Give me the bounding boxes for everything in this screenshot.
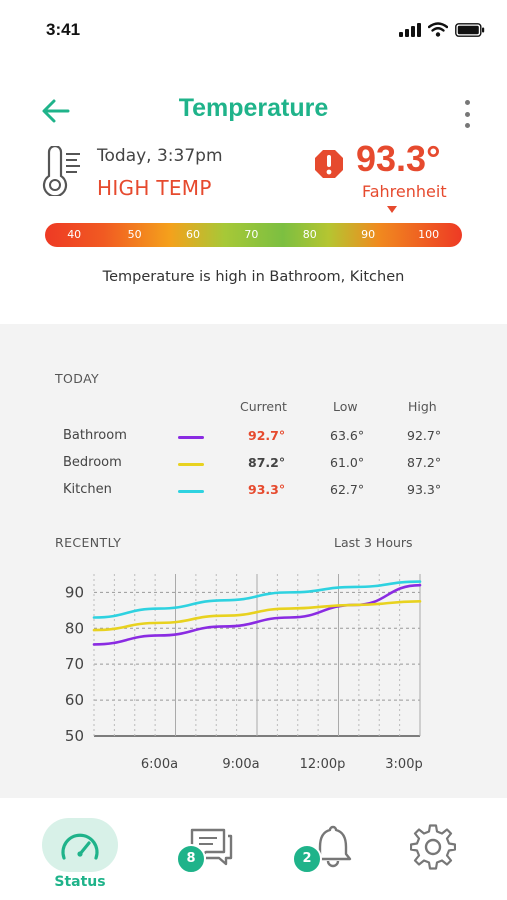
current-temperature: 93.3°: [356, 138, 441, 179]
scale-tick: 50: [127, 228, 142, 241]
temperature-line-chart: 50 60 70 80 90 6:00a 9:00a 12:00p 3:00p: [65, 574, 423, 772]
current-cell: 92.7°: [248, 428, 286, 443]
battery-icon: [455, 22, 485, 37]
scale-tick: 40: [67, 228, 82, 241]
recently-heading: RECENTLY: [55, 535, 122, 550]
scale-tick: 80: [302, 228, 317, 241]
thermometer-icon: [42, 146, 80, 196]
today-heading: TODAY: [55, 371, 100, 386]
y-tick-label: 90: [65, 583, 84, 601]
temperature-unit: Fahrenheit: [362, 182, 447, 201]
room-name: Bedroom: [63, 455, 122, 470]
nav-status-button[interactable]: [42, 818, 118, 872]
alert-icon: [315, 150, 343, 178]
details-panel: [0, 324, 507, 798]
column-header-current: Current: [240, 399, 287, 414]
y-tick-label: 80: [65, 619, 84, 637]
x-tick-label: 9:00a: [222, 757, 259, 772]
high-cell: 93.3°: [407, 482, 442, 497]
room-name: Bathroom: [63, 428, 127, 443]
legend-line-bathroom: [178, 436, 204, 439]
legend-line-bedroom: [178, 463, 204, 466]
bell-icon[interactable]: [310, 823, 356, 869]
y-tick-label: 60: [65, 691, 84, 709]
low-cell: 62.7°: [330, 482, 365, 497]
x-tick-label: 6:00a: [141, 757, 178, 772]
scale-tick: 100: [418, 228, 440, 241]
temperature-scale: 40 50 60 70 80 90 100: [45, 223, 462, 247]
x-tick-label: 12:00p: [300, 757, 346, 772]
scale-pointer: [387, 206, 397, 213]
nav-status-label[interactable]: Status: [54, 874, 106, 890]
series-line-2: [92, 580, 422, 619]
y-tick-label: 70: [65, 655, 84, 673]
more-options-icon[interactable]: [460, 100, 474, 128]
time-range-label[interactable]: Last 3 Hours: [334, 535, 413, 550]
status-icons: [399, 22, 485, 37]
scale-tick: 90: [361, 228, 376, 241]
gear-icon[interactable]: [410, 824, 456, 870]
current-cell: 87.2°: [248, 455, 286, 470]
room-name: Kitchen: [63, 482, 112, 497]
gauge-icon: [61, 833, 99, 860]
page-title: Temperature: [178, 94, 329, 122]
signal-icon: [399, 22, 421, 37]
low-cell: 61.0°: [330, 455, 365, 470]
messages-badge: 8: [176, 844, 206, 874]
legend-line-kitchen: [178, 490, 204, 493]
current-cell: 93.3°: [248, 482, 286, 497]
status-text: HIGH TEMP: [97, 176, 212, 200]
high-cell: 92.7°: [407, 428, 442, 443]
low-cell: 63.6°: [330, 428, 365, 443]
wifi-icon: [428, 22, 448, 37]
status-time: 3:41: [46, 20, 81, 39]
scale-tick: 70: [244, 228, 259, 241]
x-tick-label: 3:00p: [385, 757, 422, 772]
y-tick-label: 50: [65, 727, 84, 745]
column-header-low: Low: [333, 399, 358, 414]
scale-tick: 60: [186, 228, 201, 241]
alert-message: Temperature is high in Bathroom, Kitchen: [102, 269, 405, 285]
reading-timestamp: Today, 3:37pm: [97, 146, 223, 166]
high-cell: 87.2°: [407, 455, 442, 470]
alerts-badge: 2: [292, 844, 322, 874]
back-arrow-icon[interactable]: [40, 96, 72, 126]
column-header-high: High: [408, 399, 437, 414]
series-line-1: [92, 600, 422, 632]
